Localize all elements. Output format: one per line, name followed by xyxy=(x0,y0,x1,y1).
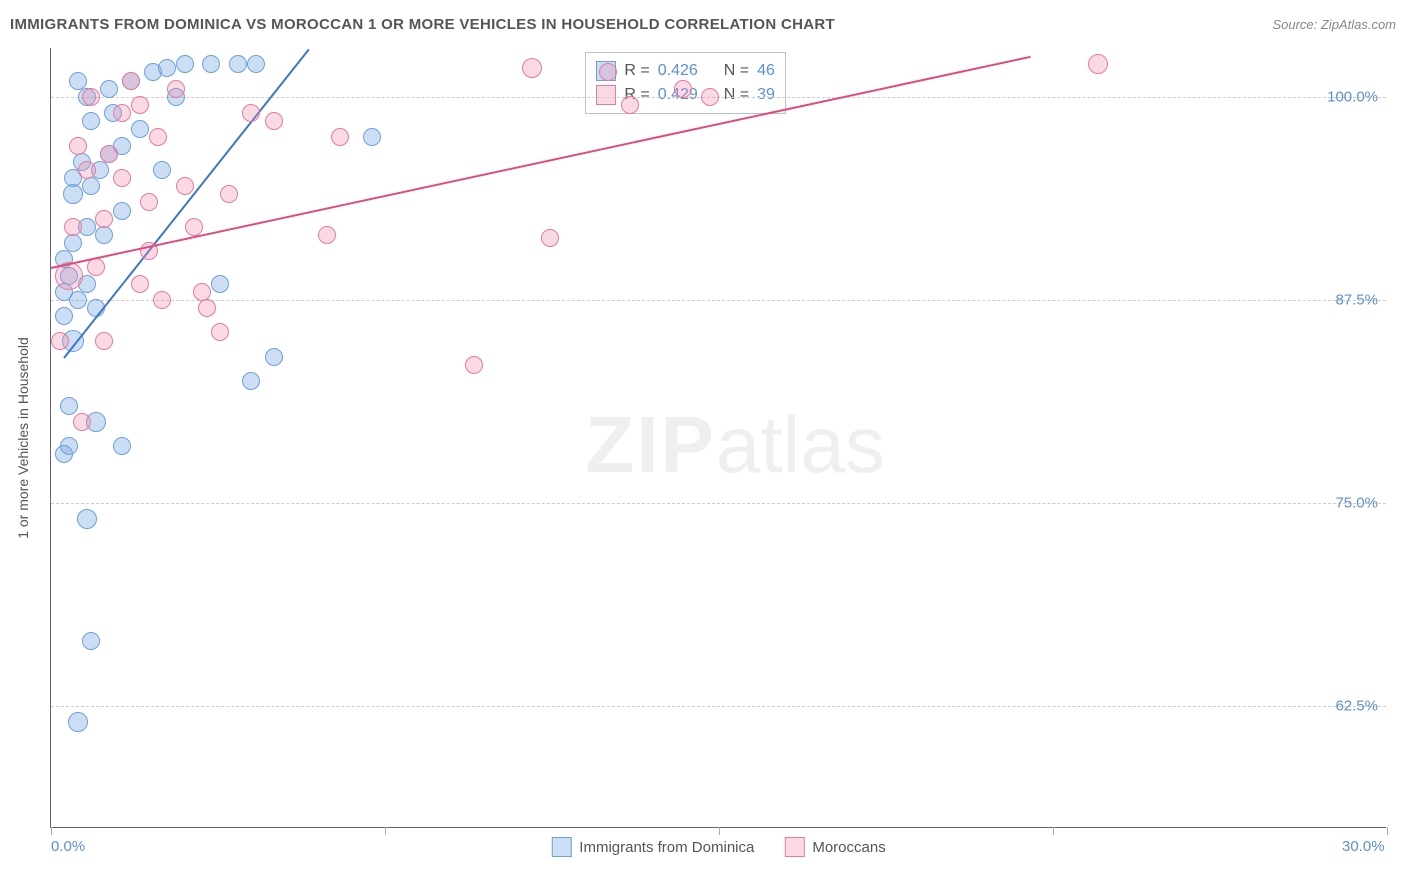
y-axis-title: 1 or more Vehicles in Household xyxy=(15,337,31,539)
data-point xyxy=(69,137,87,155)
data-point xyxy=(318,226,336,244)
x-tick xyxy=(1053,827,1054,835)
data-point xyxy=(167,80,185,98)
x-tick xyxy=(719,827,720,835)
data-point xyxy=(60,437,78,455)
data-point xyxy=(153,291,171,309)
legend-n-value: 39 xyxy=(757,86,775,104)
data-point xyxy=(77,509,97,529)
data-point xyxy=(522,58,542,78)
data-point xyxy=(185,218,203,236)
y-tick-label: 62.5% xyxy=(1335,698,1378,715)
data-point xyxy=(131,275,149,293)
y-tick-label: 75.0% xyxy=(1335,495,1378,512)
gridline-h xyxy=(51,706,1386,707)
data-point xyxy=(131,96,149,114)
x-tick-label: 0.0% xyxy=(51,838,85,855)
legend-n-value: 46 xyxy=(757,62,775,80)
data-point xyxy=(95,226,113,244)
y-tick-label: 100.0% xyxy=(1327,88,1378,105)
data-point xyxy=(202,55,220,73)
data-point xyxy=(51,332,69,350)
legend-r-label: R = xyxy=(624,62,649,80)
data-point xyxy=(265,348,283,366)
trend-line xyxy=(64,48,310,358)
data-point xyxy=(73,413,91,431)
data-point xyxy=(140,193,158,211)
legend-label: Immigrants from Dominica xyxy=(579,839,754,856)
legend-label: Moroccans xyxy=(812,839,885,856)
data-point xyxy=(64,234,82,252)
data-point xyxy=(100,80,118,98)
watermark: ZIPatlas xyxy=(585,399,884,491)
data-point xyxy=(63,184,83,204)
data-point xyxy=(599,63,617,81)
x-tick xyxy=(51,827,52,835)
legend-swatch xyxy=(551,837,571,857)
data-point xyxy=(153,161,171,179)
data-point xyxy=(211,323,229,341)
data-point xyxy=(60,397,78,415)
data-point xyxy=(55,307,73,325)
data-point xyxy=(69,72,87,90)
data-point xyxy=(247,55,265,73)
data-point xyxy=(95,332,113,350)
gridline-h xyxy=(51,503,1386,504)
legend-item: Immigrants from Dominica xyxy=(551,837,754,857)
legend-n-label: N = xyxy=(724,62,749,80)
data-point xyxy=(113,437,131,455)
data-point xyxy=(158,59,176,77)
data-point xyxy=(95,210,113,228)
data-point xyxy=(211,275,229,293)
data-point xyxy=(176,55,194,73)
data-point xyxy=(541,229,559,247)
data-point xyxy=(68,712,88,732)
data-point xyxy=(621,96,639,114)
data-point xyxy=(242,372,260,390)
series-legend: Immigrants from Dominica Moroccans xyxy=(551,837,885,857)
legend-swatch xyxy=(596,85,616,105)
data-point xyxy=(220,185,238,203)
data-point xyxy=(149,128,167,146)
legend-item: Moroccans xyxy=(784,837,885,857)
y-tick-label: 87.5% xyxy=(1335,291,1378,308)
data-point xyxy=(701,88,719,106)
data-point xyxy=(242,104,260,122)
data-point xyxy=(331,128,349,146)
data-point xyxy=(113,104,131,122)
data-point xyxy=(176,177,194,195)
data-point xyxy=(1088,54,1108,74)
legend-n-label: N = xyxy=(724,86,749,104)
data-point xyxy=(193,283,211,301)
chart-title: IMMIGRANTS FROM DOMINICA VS MOROCCAN 1 O… xyxy=(10,16,835,33)
data-point xyxy=(265,112,283,130)
data-point xyxy=(363,128,381,146)
x-tick xyxy=(385,827,386,835)
header: IMMIGRANTS FROM DOMINICA VS MOROCCAN 1 O… xyxy=(0,0,1406,40)
data-point xyxy=(122,72,140,90)
x-tick xyxy=(1387,827,1388,835)
data-point xyxy=(82,632,100,650)
data-point xyxy=(674,80,692,98)
data-point xyxy=(82,177,100,195)
data-point xyxy=(82,112,100,130)
data-point xyxy=(465,356,483,374)
gridline-h xyxy=(51,300,1386,301)
data-point xyxy=(100,145,118,163)
data-point xyxy=(82,88,100,106)
data-point xyxy=(113,202,131,220)
data-point xyxy=(87,258,105,276)
data-point xyxy=(78,161,96,179)
data-point xyxy=(131,120,149,138)
legend-r-value: 0.426 xyxy=(658,62,698,80)
legend-swatch xyxy=(784,837,804,857)
data-point xyxy=(113,169,131,187)
data-point xyxy=(198,299,216,317)
scatter-chart: 1 or more Vehicles in Household ZIPatlas… xyxy=(50,48,1386,828)
data-point xyxy=(229,55,247,73)
data-point xyxy=(64,218,82,236)
x-tick-label: 30.0% xyxy=(1342,838,1385,855)
source-label: Source: ZipAtlas.com xyxy=(1272,17,1396,32)
